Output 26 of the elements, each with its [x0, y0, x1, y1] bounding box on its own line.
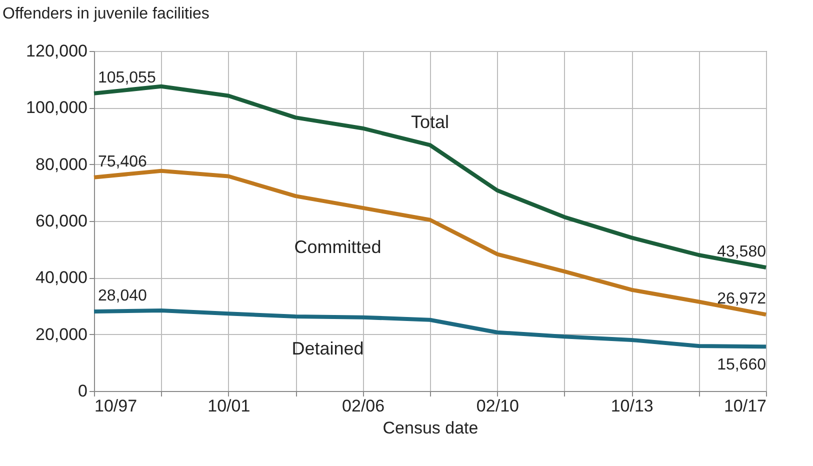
y-tick-label: 80,000 — [36, 154, 88, 174]
y-axis-title: Offenders in juvenile facilities — [2, 6, 210, 22]
x-tick-label: 02/10 — [476, 396, 519, 416]
y-tick-label: 20,000 — [36, 324, 88, 344]
data-label: 105,055 — [98, 69, 156, 86]
y-tick-label: 0 — [78, 382, 88, 400]
data-label: 75,406 — [98, 153, 148, 170]
data-label: 15,660 — [717, 356, 766, 374]
y-tick-label: 100,000 — [26, 98, 88, 118]
x-tick-label: 10/01 — [208, 396, 250, 416]
series-label: Detained — [292, 338, 364, 358]
y-tick-label: 120,000 — [26, 42, 88, 60]
line-series — [92, 84, 768, 270]
y-tick-label: 40,000 — [36, 268, 88, 288]
x-tick-label: 10/13 — [610, 396, 654, 416]
series-label: Total — [410, 112, 450, 132]
x-tick-label: 10/17 — [724, 396, 766, 416]
data-label: 26,972 — [717, 290, 766, 308]
x-tick-label: 02/06 — [342, 396, 385, 416]
series-label: Committed — [294, 236, 382, 257]
line-series — [92, 168, 768, 317]
x-axis-title: Census date — [382, 418, 478, 438]
data-label: 43,580 — [717, 244, 766, 261]
y-tick-label: 60,000 — [36, 212, 88, 230]
data-label: 28,040 — [98, 288, 148, 305]
x-tick-label: 10/97 — [94, 396, 138, 416]
